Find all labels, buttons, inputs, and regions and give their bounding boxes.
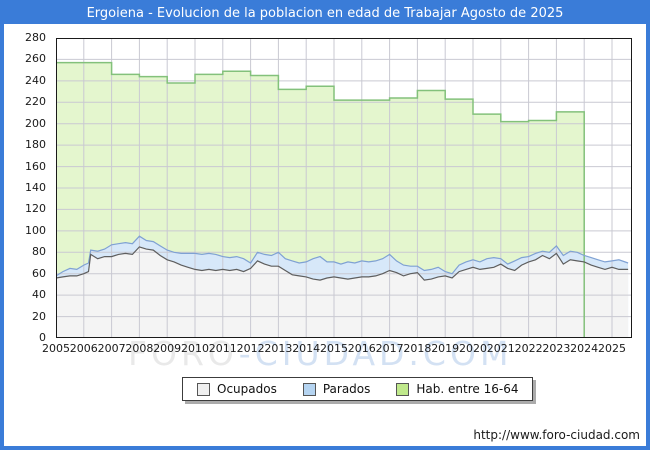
ocupados-line [56, 246, 629, 281]
y-axis-label: 80 [32, 245, 46, 259]
x-axis-label: 2023 [542, 342, 571, 355]
x-axis-label: 2005 [42, 342, 70, 355]
x-axis-label: 2011 [208, 342, 237, 355]
y-axis-label: 220 [25, 95, 46, 109]
legend-item-parados: Parados [302, 382, 371, 396]
y-axis-label: 120 [25, 202, 46, 216]
ocupados-swatch-icon [197, 382, 210, 396]
x-axis-label: 2007 [97, 342, 126, 355]
legend-label-hab-16-64: Hab. entre 16-64 [416, 382, 519, 396]
x-axis-label: 2025 [597, 342, 626, 355]
y-axis-label: 0 [39, 331, 46, 344]
source-url: http://www.foro-ciudad.com [473, 428, 640, 442]
y-axis-label: 200 [25, 116, 46, 130]
x-axis-label: 2021 [486, 342, 515, 355]
parados-line [56, 235, 629, 277]
watermark-foro-text: FORO [128, 334, 239, 373]
legend: Ocupados Parados Hab. entre 16-64 [182, 377, 534, 401]
parados-swatch-icon [302, 382, 316, 396]
x-axis-label: 2019 [431, 342, 460, 355]
x-axis-label: 2010 [180, 342, 209, 355]
x-axis-label: 2012 [236, 342, 265, 355]
x-axis-label: 2020 [458, 342, 487, 355]
legend-item-hab-16-64: Hab. entre 16-64 [396, 382, 518, 396]
watermark: FORO-CIUDAD.COM [128, 334, 512, 373]
x-axis-label: 2018 [403, 342, 432, 355]
y-axis-label: 100 [25, 223, 46, 237]
x-axis-label: 2015 [319, 342, 348, 355]
page-title: Ergoiena - Evolucion de la poblacion en … [4, 4, 646, 24]
hab-16-64-swatch-icon [396, 382, 410, 396]
hab-16-64-line [56, 61, 585, 338]
x-axis-label: 2016 [347, 342, 376, 355]
plot-area [56, 38, 632, 338]
x-axis-label: 2013 [264, 342, 293, 355]
ocupados-area [56, 246, 629, 338]
plot-border [56, 38, 632, 338]
x-axis-label: 2017 [375, 342, 404, 355]
y-axis-label: 280 [25, 31, 46, 44]
legend-label-parados: Parados [322, 382, 371, 396]
x-axis-label: 2022 [514, 342, 543, 355]
x-axis: 2005 2006 2007 2008 2009 2010 2011 2012 2013 2014… [42, 342, 640, 355]
x-axis-label: 2024 [570, 342, 599, 355]
legend-label-ocupados: Ocupados [217, 382, 277, 396]
y-axis-label: 20 [32, 309, 46, 323]
y-axis-label: 60 [32, 266, 46, 280]
y-axis-label: 160 [25, 159, 46, 173]
y-axis-label: 180 [25, 138, 46, 152]
y-axis: 0 20 40 60 80 100 120 140 160 180 200 220 240 260 280 [4, 31, 50, 344]
legend-item-ocupados: Ocupados [197, 382, 277, 396]
y-axis-label: 260 [25, 52, 46, 66]
y-axis-label: 140 [25, 181, 46, 194]
watermark-ciudad-text: -CIUDAD.COM [238, 334, 513, 373]
y-axis-label: 240 [25, 73, 46, 87]
y-axis-label: 40 [32, 288, 46, 302]
x-axis-label: 2008 [125, 342, 154, 355]
x-axis-label: 2009 [153, 342, 182, 355]
x-axis-label: 2006 [69, 342, 98, 355]
x-axis-label: 2014 [292, 342, 321, 355]
